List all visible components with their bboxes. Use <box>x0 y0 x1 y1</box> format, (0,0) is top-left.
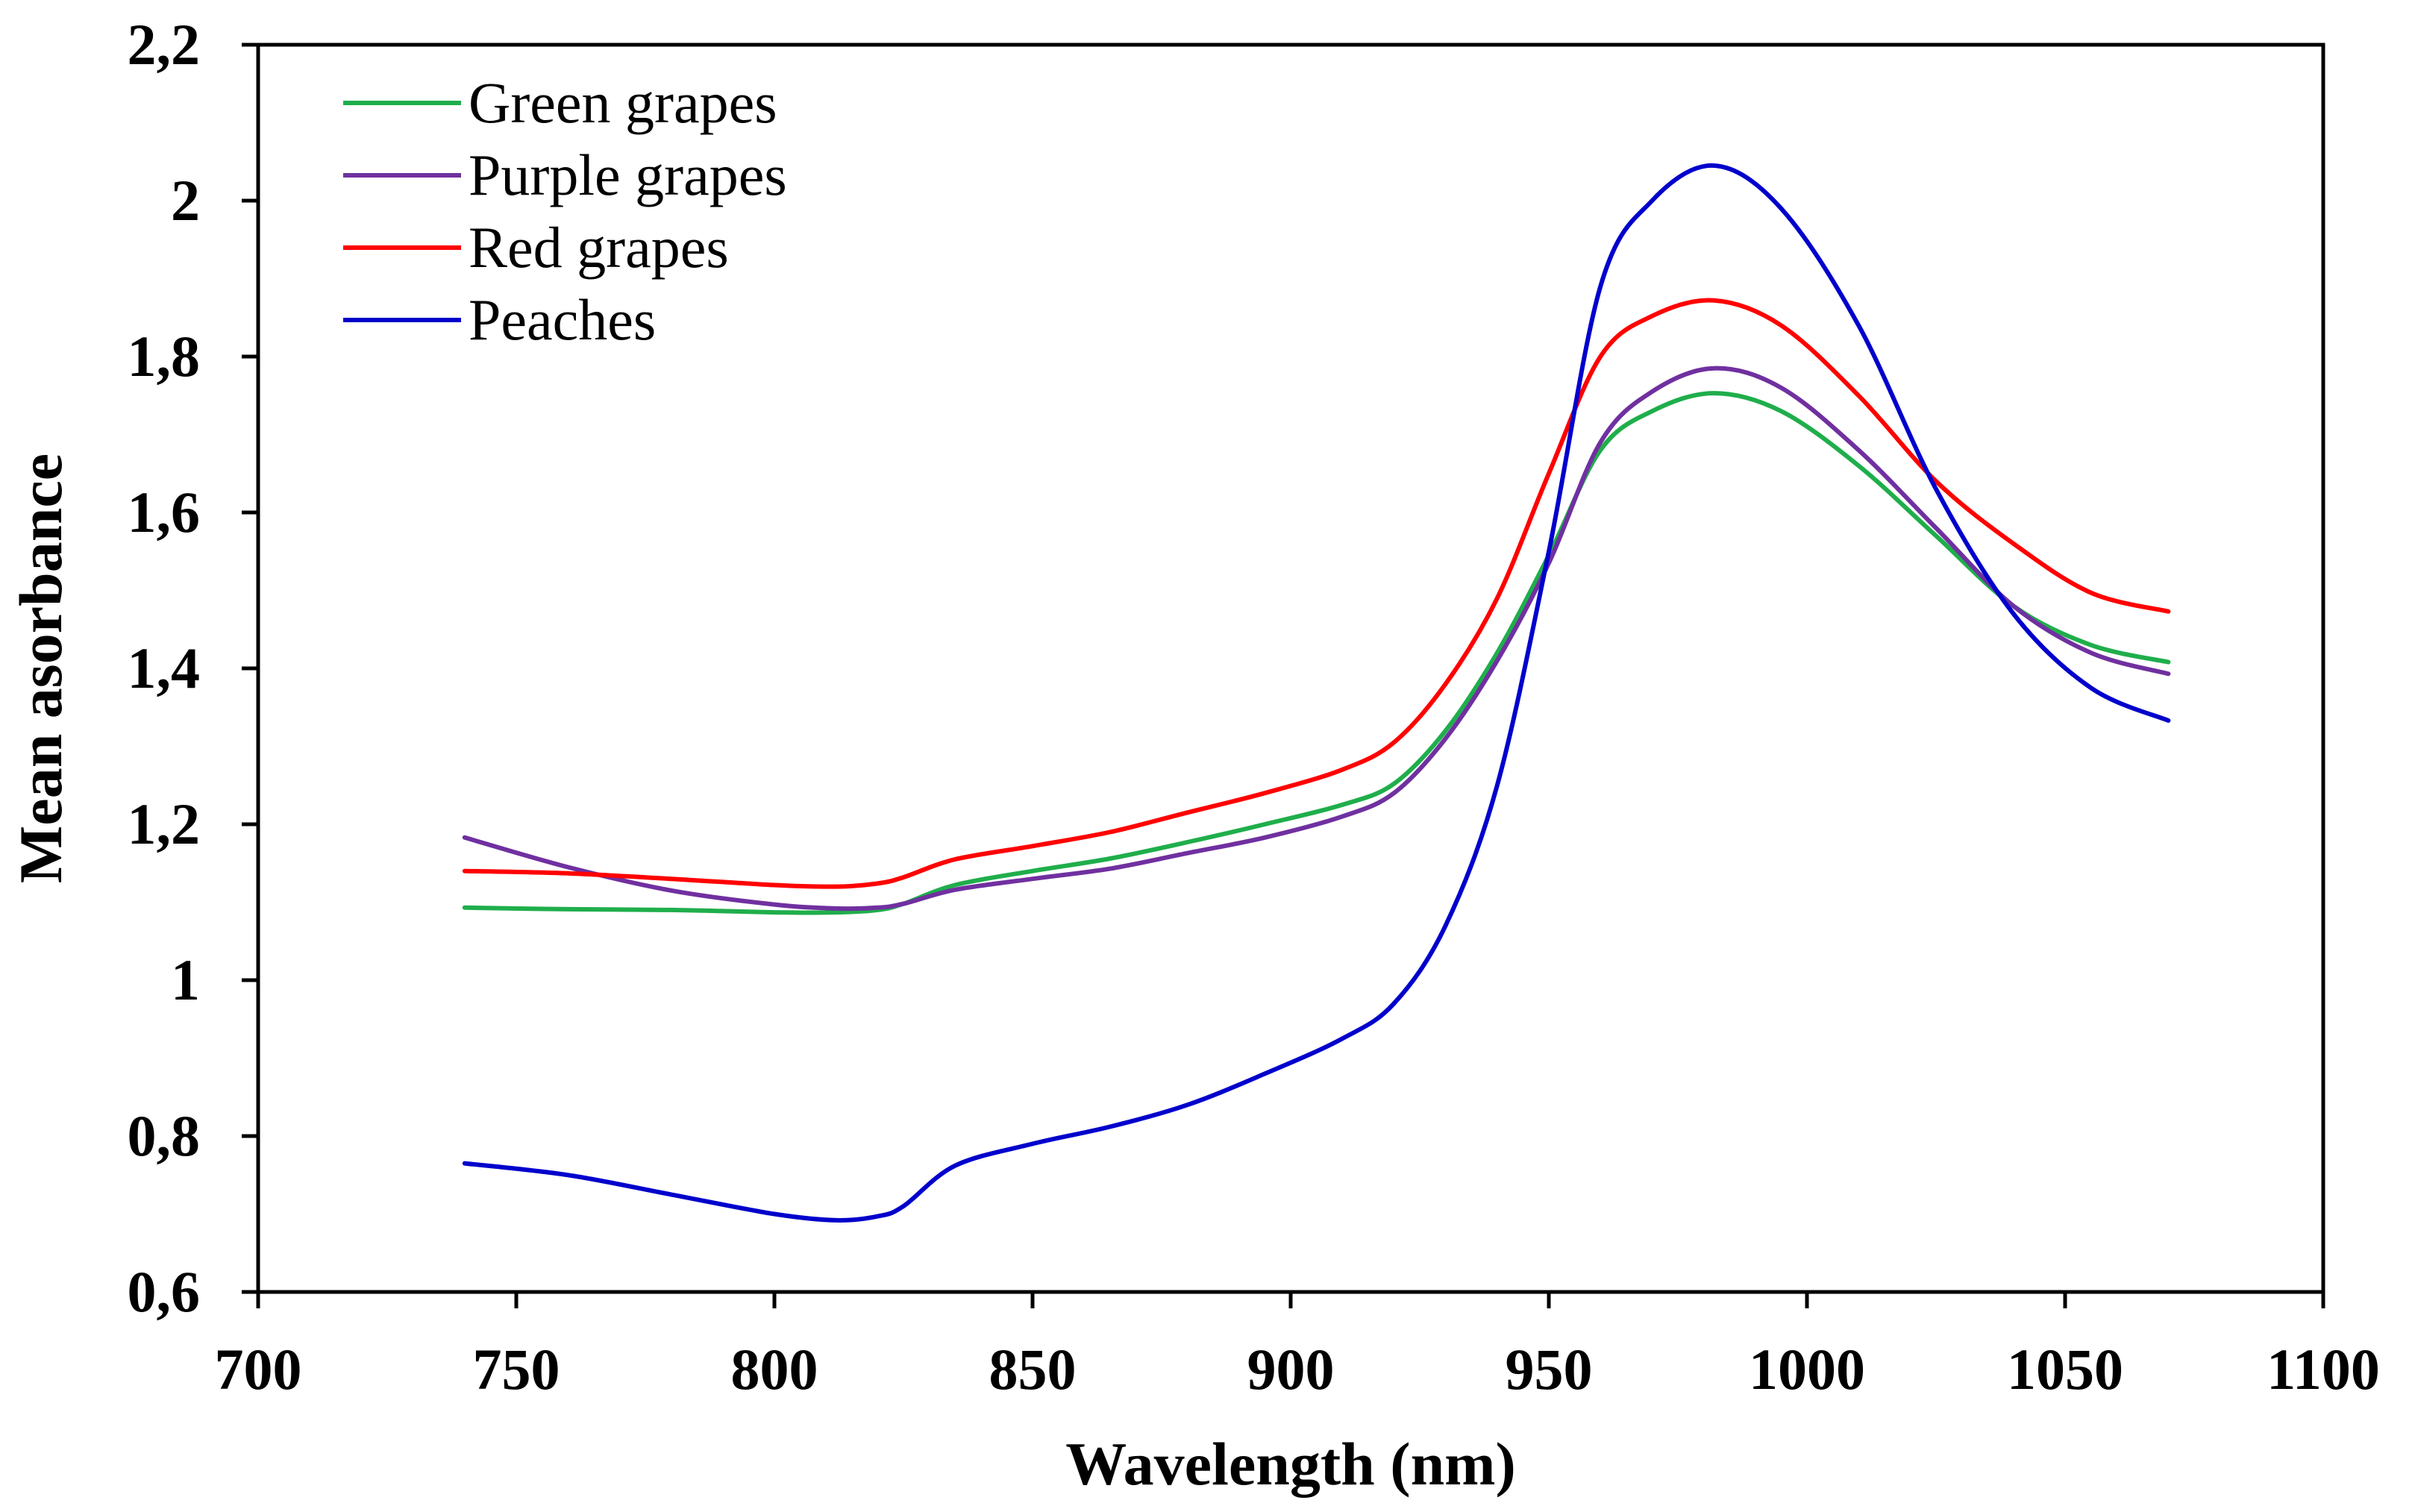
legend-label: Peaches <box>469 287 656 352</box>
series-line-red-grapes <box>462 298 2171 889</box>
x-tick-label: 700 <box>215 1337 302 1402</box>
x-axis-ticks <box>256 1292 2325 1308</box>
y-axis-tick-labels: 0,6 0,8 1 1,2 1,4 1,6 1,8 2 2,2 <box>128 12 201 1324</box>
x-tick-label: 1050 <box>2007 1337 2123 1402</box>
y-tick-label: 2,2 <box>128 12 201 77</box>
x-tick-label: 1100 <box>2267 1337 2380 1402</box>
legend-item-red-grapes: Red grapes <box>343 215 729 280</box>
x-tick-label: 900 <box>1247 1337 1335 1402</box>
legend-item-green-grapes: Green grapes <box>343 70 777 135</box>
y-axis-title: Mean asorbance <box>7 454 75 883</box>
y-tick-label: 1,2 <box>128 791 201 856</box>
legend-label: Red grapes <box>469 215 729 280</box>
x-axis-tick-labels: 700 750 800 850 900 950 1000 1050 1100 <box>215 1337 2380 1402</box>
y-tick-label: 1,8 <box>128 324 201 389</box>
legend-item-peaches: Peaches <box>343 287 656 352</box>
legend-label: Purple grapes <box>469 142 787 207</box>
legend-label: Green grapes <box>469 70 777 135</box>
y-tick-label: 1 <box>171 947 200 1012</box>
legend-item-purple-grapes: Purple grapes <box>343 142 787 207</box>
x-tick-label: 1000 <box>1749 1337 1865 1402</box>
x-tick-label: 850 <box>989 1337 1077 1402</box>
y-tick-label: 0,6 <box>128 1259 201 1324</box>
x-axis-title: Wavelength (nm) <box>1065 1430 1516 1498</box>
x-tick-label: 800 <box>731 1337 818 1402</box>
x-tick-label: 950 <box>1506 1337 1593 1402</box>
series-layer <box>462 163 2171 1223</box>
y-tick-label: 0,8 <box>128 1103 201 1168</box>
y-tick-label: 1,6 <box>128 480 201 545</box>
series-line-purple-grapes <box>462 366 2171 912</box>
y-axis-ticks <box>242 43 258 1294</box>
series-line-green-grapes <box>462 391 2171 915</box>
legend: Green grapes Purple grapes Red grapes Peach… <box>343 70 787 352</box>
series-line-peaches <box>462 163 2171 1223</box>
plot-area <box>242 43 2325 1308</box>
y-tick-label: 1,4 <box>128 636 201 700</box>
y-tick-label: 2 <box>171 168 200 233</box>
x-tick-label: 750 <box>473 1337 560 1402</box>
